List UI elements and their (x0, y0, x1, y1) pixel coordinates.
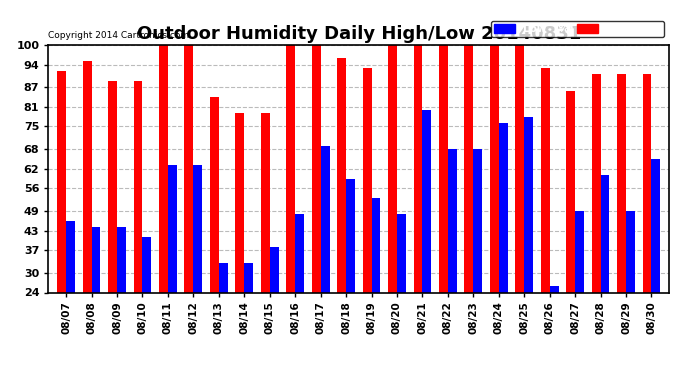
Bar (312, 45, 321, 292)
Bar (448, 149, 457, 292)
Title: Outdoor Humidity Daily High/Low 20140831: Outdoor Humidity Daily High/Low 20140831 (137, 26, 581, 44)
Bar (617, 74, 626, 292)
Bar (210, 97, 219, 292)
Bar (286, 45, 295, 292)
Bar (464, 45, 473, 292)
Bar (261, 113, 270, 292)
Bar (515, 45, 524, 292)
Bar (117, 227, 126, 292)
Bar (244, 263, 253, 292)
Bar (142, 237, 151, 292)
Bar (422, 110, 431, 292)
Bar (321, 146, 330, 292)
Bar (371, 198, 380, 292)
Bar (337, 58, 346, 292)
Bar (159, 45, 168, 292)
Bar (295, 214, 304, 292)
Bar (219, 263, 228, 292)
Bar (575, 211, 584, 292)
Bar (235, 113, 244, 292)
Bar (168, 165, 177, 292)
Bar (600, 175, 609, 292)
Bar (413, 45, 422, 292)
Bar (490, 45, 499, 292)
Bar (642, 74, 651, 292)
Bar (108, 81, 117, 292)
Bar (550, 286, 559, 292)
Bar (184, 45, 193, 292)
Bar (92, 227, 101, 292)
Legend: Low  (%), High  (%): Low (%), High (%) (491, 21, 664, 37)
Bar (651, 159, 660, 292)
Bar (566, 91, 575, 292)
Bar (57, 71, 66, 292)
Bar (499, 123, 508, 292)
Bar (591, 74, 600, 292)
Bar (541, 68, 550, 292)
Bar (346, 178, 355, 292)
Bar (473, 149, 482, 292)
Bar (66, 221, 75, 292)
Text: Copyright 2014 Cartronics.com: Copyright 2014 Cartronics.com (48, 31, 190, 40)
Bar (388, 45, 397, 292)
Bar (83, 61, 92, 292)
Bar (270, 247, 279, 292)
Bar (363, 68, 371, 292)
Bar (134, 81, 142, 292)
Bar (439, 45, 448, 292)
Bar (193, 165, 202, 292)
Bar (626, 211, 635, 292)
Bar (524, 117, 533, 292)
Bar (397, 214, 406, 292)
